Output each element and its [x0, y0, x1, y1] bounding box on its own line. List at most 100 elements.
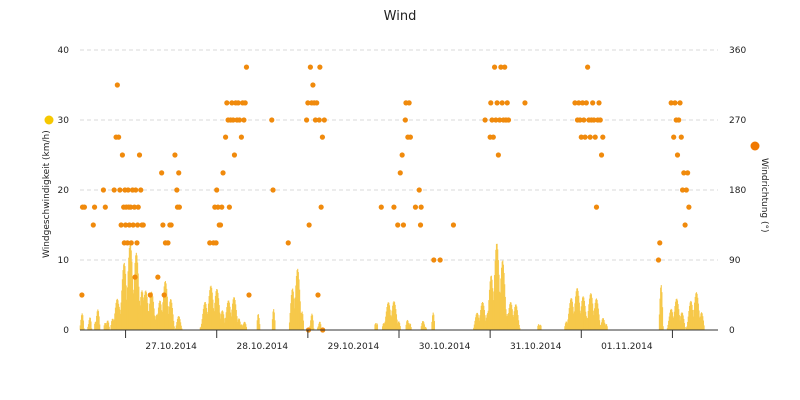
direction-point [138, 187, 144, 193]
direction-point [677, 100, 683, 106]
direction-point [214, 187, 220, 193]
direction-points [79, 64, 692, 333]
direction-point [226, 204, 232, 210]
direction-point [100, 187, 107, 193]
direction-point [229, 100, 235, 106]
direction-point [231, 152, 238, 158]
direction-point [399, 152, 405, 158]
direction-point [318, 204, 324, 210]
direction-point [243, 64, 250, 70]
direction-point [504, 100, 510, 106]
direction-point [130, 222, 136, 228]
right-axis-title: Windrichtung (°) [759, 158, 769, 233]
direction-point [319, 134, 326, 140]
direction-point [593, 204, 600, 210]
direction-point [683, 187, 689, 193]
direction-point [497, 117, 503, 123]
direction-point [450, 222, 457, 228]
x-tick-label: 01.11.2014 [601, 342, 653, 352]
direction-point [172, 152, 178, 158]
direction-point [505, 117, 512, 123]
direction-point [122, 222, 129, 228]
right-tick-labels: 0 90 180 270 360 [729, 46, 746, 336]
x-day-dividers [125, 330, 673, 338]
direction-point [493, 117, 499, 123]
direction-point [315, 292, 321, 298]
direction-point [126, 222, 132, 228]
x-tick-label: 31.10.2014 [510, 342, 562, 352]
direction-point [241, 117, 247, 123]
direction-point [242, 100, 248, 106]
direction-point [489, 117, 495, 123]
direction-point [431, 257, 437, 263]
direction-point [681, 170, 687, 176]
direction-point [578, 134, 584, 140]
direction-point [310, 82, 316, 88]
direction-point [674, 152, 681, 158]
direction-point [91, 204, 98, 210]
direction-point [495, 152, 501, 158]
direction-point [499, 100, 505, 106]
direction-point [161, 292, 167, 298]
direction-point [134, 222, 141, 228]
direction-point [133, 187, 139, 193]
direction-point [235, 100, 241, 106]
direction-point [305, 100, 311, 106]
direction-point [90, 222, 96, 228]
direction-point [270, 187, 276, 193]
direction-point [222, 134, 229, 140]
direction-point [596, 100, 602, 106]
direction-point [219, 204, 225, 210]
direction-point [114, 82, 120, 88]
direction-point [128, 240, 134, 246]
direction-point [494, 100, 500, 106]
direction-point [176, 204, 182, 210]
direction-point [314, 100, 320, 106]
direction-point [437, 257, 443, 263]
speed-bars [79, 243, 705, 330]
direction-point [591, 117, 597, 123]
direction-point [117, 187, 123, 193]
direction-point [682, 222, 688, 228]
direction-point [159, 170, 165, 176]
right-tick-label: 270 [729, 116, 746, 126]
direction-point [672, 100, 678, 106]
direction-point [577, 117, 583, 123]
direction-point [397, 170, 403, 176]
chart-title: Wind [384, 9, 417, 24]
x-tick-label: 28.10.2014 [237, 342, 289, 352]
direction-point [583, 100, 589, 106]
direction-point [176, 170, 182, 176]
x-tick-label: 30.10.2014 [419, 342, 471, 352]
direction-point [592, 134, 598, 140]
direction-point [134, 240, 140, 246]
speed-legend-marker [44, 115, 54, 125]
left-tick-label: 0 [63, 326, 69, 336]
direction-point [678, 134, 684, 140]
direction-point [207, 240, 213, 246]
direction-point [582, 134, 588, 140]
direction-point [685, 170, 691, 176]
direction-point [407, 134, 413, 140]
direction-point [230, 117, 236, 123]
direction-point [391, 204, 397, 210]
x-tick-label: 27.10.2014 [145, 342, 197, 352]
direction-point [111, 187, 117, 193]
direction-point [269, 117, 275, 123]
direction-point [224, 100, 230, 106]
left-tick-labels: 0 10 20 30 40 [58, 46, 70, 336]
direction-point [316, 117, 322, 123]
direction-point [213, 240, 219, 246]
direction-point [490, 134, 496, 140]
direction-point [590, 100, 596, 106]
direction-point [217, 222, 224, 228]
direction-point [498, 64, 504, 70]
direction-point [686, 204, 692, 210]
direction-point [306, 222, 312, 228]
direction-point [246, 292, 252, 298]
direction-point [135, 204, 141, 210]
direction-point [491, 64, 498, 70]
direction-point [168, 222, 174, 228]
x-tick-labels: 27.10.2014 28.10.2014 29.10.2014 30.10.2014… [145, 342, 653, 352]
